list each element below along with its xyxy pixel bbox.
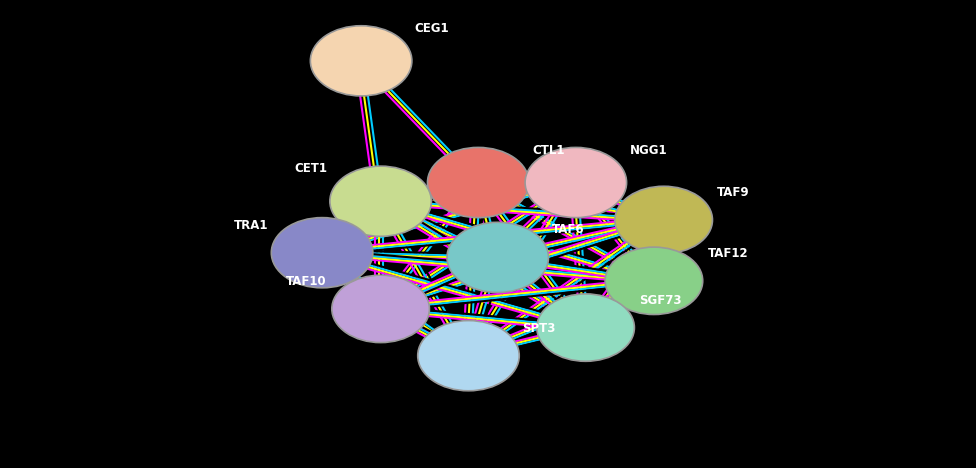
Text: CET1: CET1 — [294, 162, 327, 176]
Text: TAF10: TAF10 — [286, 275, 327, 288]
Ellipse shape — [447, 222, 549, 292]
Ellipse shape — [427, 147, 529, 218]
Text: TAF6: TAF6 — [551, 223, 584, 236]
Text: SPT3: SPT3 — [522, 322, 555, 335]
Ellipse shape — [271, 218, 373, 288]
Text: TAF9: TAF9 — [717, 186, 750, 199]
Text: NGG1: NGG1 — [630, 144, 668, 157]
Ellipse shape — [330, 166, 431, 236]
Text: CTL1: CTL1 — [532, 144, 564, 157]
Text: CEG1: CEG1 — [415, 22, 449, 35]
Ellipse shape — [310, 26, 412, 96]
Ellipse shape — [418, 321, 519, 391]
Ellipse shape — [605, 247, 703, 314]
Ellipse shape — [525, 147, 627, 218]
Text: SGF73: SGF73 — [639, 293, 682, 307]
Text: TAF12: TAF12 — [708, 247, 749, 260]
Ellipse shape — [537, 294, 634, 361]
Ellipse shape — [615, 186, 712, 254]
Text: TRA1: TRA1 — [234, 219, 268, 232]
Ellipse shape — [332, 275, 429, 343]
